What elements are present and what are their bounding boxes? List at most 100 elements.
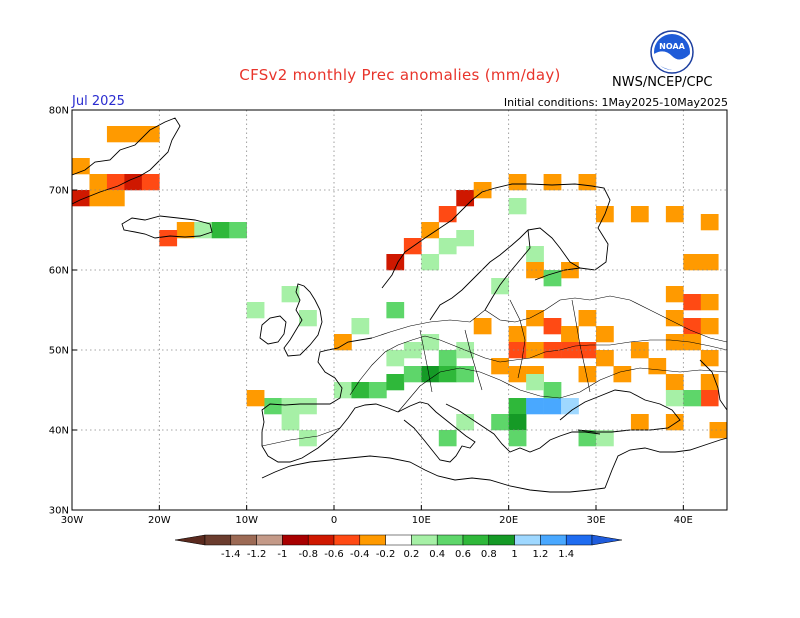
lon-tick-label: 0	[331, 515, 337, 526]
anomaly-cell	[456, 190, 475, 207]
anomaly-cell	[106, 190, 125, 207]
anomaly-cell	[543, 318, 562, 335]
colorbar-label: -0.8	[298, 549, 318, 560]
anomaly-cell	[106, 174, 125, 191]
anomaly-cell	[561, 262, 579, 279]
anomaly-cell	[665, 334, 684, 351]
forecast-month: Jul 2025	[72, 94, 125, 109]
anomaly-cell	[683, 254, 702, 271]
anomaly-cell	[578, 366, 597, 383]
colorbar-swatch	[462, 534, 490, 546]
anomaly-cell	[159, 230, 178, 247]
lon-tick-label: 10W	[235, 515, 258, 526]
anomaly-cell	[700, 254, 719, 271]
anomaly-cell	[334, 382, 352, 399]
map-frame	[71, 109, 728, 511]
colorbar-low-arrow	[174, 534, 206, 546]
anomaly-cell	[368, 382, 387, 399]
colorbar: -1.4 -1.2 -1 -0.8 -0.6 -0.4 -0.2 0.2 0.4 0.6 0.8 1 1…	[174, 534, 623, 560]
anomaly-cell	[72, 190, 90, 207]
anomaly-cell	[491, 278, 509, 295]
anomaly-cell	[596, 430, 614, 447]
anomaly-cell	[596, 326, 614, 343]
anomaly-cell	[578, 430, 597, 447]
lat-tick-label: 60N	[49, 266, 69, 277]
anomaly-cell	[700, 318, 719, 335]
colorbar-swatch	[385, 534, 412, 546]
anomaly-cell	[526, 310, 544, 327]
colorbar-label: -1.2	[247, 549, 267, 560]
colorbar-label: 0.8	[481, 549, 497, 560]
colorbar-label: -0.2	[376, 549, 396, 560]
anomaly-cell	[665, 374, 684, 391]
anomaly-cell	[526, 374, 544, 391]
colorbar-swatch	[514, 534, 541, 546]
colorbar-swatch	[565, 534, 593, 546]
anomaly-cell	[508, 174, 527, 191]
anomaly-cell	[526, 246, 544, 263]
lon-tick-label: 30W	[61, 515, 84, 526]
anomaly-cell	[124, 126, 143, 143]
colorbar-swatch	[204, 534, 232, 546]
lat-tick-label: 50N	[49, 346, 69, 357]
coastlines	[72, 117, 727, 493]
anomaly-cells	[72, 126, 727, 447]
anomaly-cell	[508, 366, 527, 383]
anomaly-cell	[683, 294, 702, 311]
noaa-logo-icon: NOAA	[650, 30, 694, 74]
colorbar-label: -0.4	[350, 549, 370, 560]
anomaly-cell	[683, 318, 702, 335]
anomaly-cell	[106, 126, 125, 143]
anomaly-cell	[700, 390, 719, 407]
colorbar-swatch	[488, 534, 515, 546]
anomaly-cell	[630, 414, 649, 431]
agency-label: NWS/NCEP/CPC	[612, 75, 713, 90]
anomaly-cell	[386, 302, 405, 319]
lon-tick-label: 30E	[586, 515, 605, 526]
anomaly-cell	[246, 302, 265, 319]
anomaly-cell	[613, 366, 632, 383]
anomaly-cell	[246, 390, 265, 407]
colorbar-label: 1	[511, 549, 517, 560]
anomaly-cell	[543, 398, 562, 415]
colorbar-swatch	[230, 534, 257, 546]
anomaly-cell	[456, 230, 475, 247]
anomaly-cell	[508, 414, 527, 431]
anomaly-cell	[508, 398, 527, 415]
colorbar-swatch	[256, 534, 283, 546]
anomaly-cell	[386, 374, 405, 391]
anomaly-cell	[665, 310, 684, 327]
anomaly-cell	[438, 238, 457, 255]
anomaly-cell	[124, 174, 143, 191]
anomaly-cell	[473, 318, 492, 335]
anomaly-cell	[526, 262, 544, 279]
anomaly-cell	[438, 366, 457, 383]
anomaly-cell	[421, 222, 440, 239]
anomaly-cell	[386, 350, 405, 367]
anomaly-cell	[194, 222, 213, 239]
anomaly-cell	[351, 318, 370, 335]
anomaly-cell	[561, 398, 579, 415]
colorbar-swatch	[307, 534, 335, 546]
anomaly-cell	[299, 398, 317, 415]
anomaly-cell	[491, 358, 509, 375]
anomaly-cell	[700, 294, 719, 311]
colorbar-label: 0.6	[455, 549, 471, 560]
colorbar-label: 0.4	[429, 549, 445, 560]
colorbar-swatch	[540, 534, 567, 546]
colorbar-swatch	[411, 534, 438, 546]
colorbar-label: 1.2	[532, 549, 548, 560]
anomaly-cell	[334, 334, 352, 351]
anomaly-cell	[386, 254, 405, 271]
anomaly-cell	[351, 382, 370, 399]
anomaly-cell	[403, 366, 422, 383]
lon-tick-label: 10E	[412, 515, 431, 526]
anomaly-cell	[578, 342, 597, 359]
anomaly-cell	[264, 398, 282, 415]
anomaly-cell	[456, 414, 475, 431]
anomaly-cell	[543, 270, 562, 287]
colorbar-label: -1	[277, 549, 287, 560]
anomaly-cell	[281, 286, 300, 303]
noaa-logo-text: NOAA	[659, 42, 685, 51]
